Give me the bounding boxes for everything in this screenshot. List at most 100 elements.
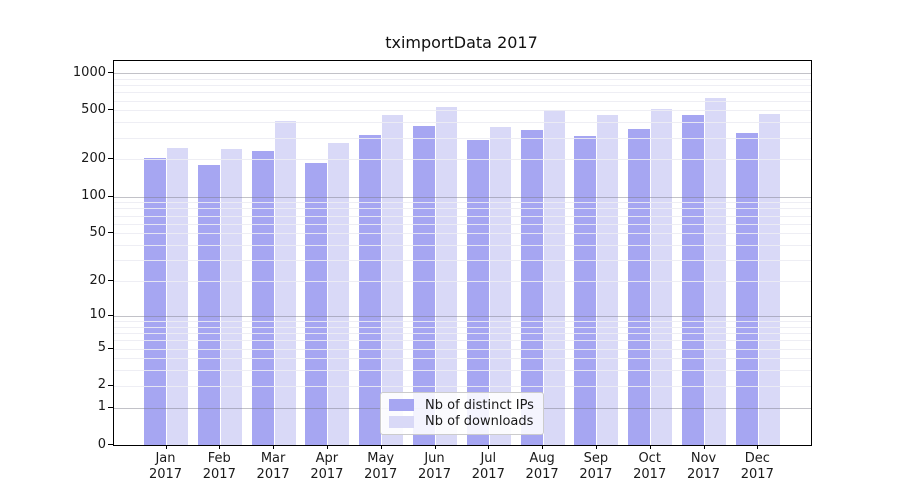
legend-item-distinct-ips: Nb of distinct IPs xyxy=(389,398,535,413)
grid-layer xyxy=(114,61,811,445)
minor-gridline xyxy=(114,370,811,372)
x-tick-mark xyxy=(649,445,651,449)
minor-gridline xyxy=(114,110,811,112)
x-tick-mark xyxy=(757,445,759,449)
month-label: Nov xyxy=(690,451,717,466)
y-tick-label: 500 xyxy=(81,101,106,117)
month-label: Feb xyxy=(207,451,231,466)
minor-gridline xyxy=(114,326,811,328)
bar-jan-distinct-ips xyxy=(144,157,166,445)
minor-gridline xyxy=(114,159,811,161)
bar-nov-distinct-ips xyxy=(682,115,704,445)
legend-label-distinct-ips: Nb of distinct IPs xyxy=(425,397,534,413)
minor-gridline xyxy=(114,260,811,262)
y-tick-mark xyxy=(108,72,113,73)
y-tick-label: 10 xyxy=(89,307,106,323)
month-label: Mar xyxy=(260,451,286,466)
y-tick-mark xyxy=(108,384,113,386)
x-tick-label-jan: Jan 2017 xyxy=(138,451,194,482)
year-label: 2017 xyxy=(633,466,667,482)
x-tick-label-may: May 2017 xyxy=(353,451,409,482)
minor-gridline xyxy=(114,358,811,360)
minor-gridline xyxy=(114,122,811,124)
bar-feb-distinct-ips xyxy=(197,164,220,445)
bar-jun-distinct-ips xyxy=(413,126,435,445)
x-tick-label-jul: Jul 2017 xyxy=(460,451,516,482)
legend-item-downloads: Nb of downloads xyxy=(389,414,535,429)
y-tick-label: 5 xyxy=(97,340,106,355)
y-tick-mark xyxy=(108,109,113,111)
y-tick-mark xyxy=(108,195,113,197)
x-tick-mark xyxy=(703,445,705,449)
minor-gridline xyxy=(114,202,811,204)
y-tick-label: 20 xyxy=(89,272,106,288)
minor-gridline xyxy=(114,321,811,322)
bar-dec-downloads xyxy=(758,113,780,445)
y-tick-label: 50 xyxy=(89,224,106,240)
legend-swatch-downloads xyxy=(389,415,414,428)
minor-gridline xyxy=(114,333,811,334)
y-tick-mark xyxy=(108,232,113,234)
minor-gridline xyxy=(114,340,811,342)
minor-gridline xyxy=(114,245,811,246)
x-tick-label-feb: Feb 2017 xyxy=(191,451,247,482)
x-tick-label-oct: Oct 2017 xyxy=(622,451,678,482)
x-tick-mark xyxy=(219,445,221,449)
x-tick-mark xyxy=(165,445,167,449)
x-tick-label-dec: Dec 2017 xyxy=(729,451,785,482)
bar-may-downloads xyxy=(382,114,404,445)
bar-dec-distinct-ips xyxy=(735,133,758,445)
plot-area xyxy=(113,60,812,446)
bar-oct-distinct-ips xyxy=(628,129,651,445)
x-tick-label-mar: Mar 2017 xyxy=(245,451,301,482)
minor-gridline xyxy=(114,281,811,283)
month-label: Jan xyxy=(155,451,176,466)
x-tick-mark xyxy=(326,445,328,449)
year-label: 2017 xyxy=(256,466,290,482)
bar-nov-downloads xyxy=(705,97,726,445)
minor-gridline xyxy=(114,233,811,235)
minor-gridline xyxy=(114,208,811,210)
year-label: 2017 xyxy=(471,466,505,482)
bar-sep-distinct-ips xyxy=(574,135,597,445)
x-tick-mark xyxy=(595,445,597,449)
major-gridline xyxy=(114,196,811,198)
month-label: Apr xyxy=(315,451,339,466)
year-label: 2017 xyxy=(525,466,559,482)
minor-gridline xyxy=(114,348,811,350)
y-tick-label: 2 xyxy=(97,377,106,393)
x-tick-label-nov: Nov 2017 xyxy=(676,451,732,482)
y-tick-mark xyxy=(108,280,113,282)
bar-may-distinct-ips xyxy=(359,135,382,445)
month-label: Dec xyxy=(744,451,770,466)
bar-oct-downloads xyxy=(651,109,673,445)
x-tick-mark xyxy=(542,445,544,449)
bar-apr-downloads xyxy=(328,142,350,445)
x-tick-label-jun: Jun 2017 xyxy=(407,451,463,482)
year-label: 2017 xyxy=(364,466,398,482)
y-tick-label: 200 xyxy=(81,150,106,166)
year-label: 2017 xyxy=(310,466,344,482)
y-tick-mark xyxy=(108,444,113,445)
year-label: 2017 xyxy=(686,466,721,482)
minor-gridline xyxy=(114,137,811,139)
legend-label-downloads: Nb of downloads xyxy=(425,414,534,430)
year-label: 2017 xyxy=(579,466,613,482)
y-tick-label: 0 xyxy=(97,436,106,452)
minor-gridline xyxy=(114,215,811,217)
year-label: 2017 xyxy=(417,466,452,482)
y-tick-label: 1000 xyxy=(72,64,106,80)
legend-swatch-distinct-ips xyxy=(389,399,414,412)
bar-jun-downloads xyxy=(436,107,457,445)
y-tick-mark xyxy=(108,158,113,160)
bars-layer xyxy=(114,61,811,445)
minor-gridline xyxy=(114,223,811,225)
minor-gridline xyxy=(114,78,811,80)
minor-gridline xyxy=(114,92,811,94)
y-tick-mark xyxy=(108,314,113,316)
y-tick-label: 100 xyxy=(81,188,106,203)
month-label: May xyxy=(367,451,395,466)
minor-gridline xyxy=(114,85,811,86)
year-label: 2017 xyxy=(202,466,236,482)
